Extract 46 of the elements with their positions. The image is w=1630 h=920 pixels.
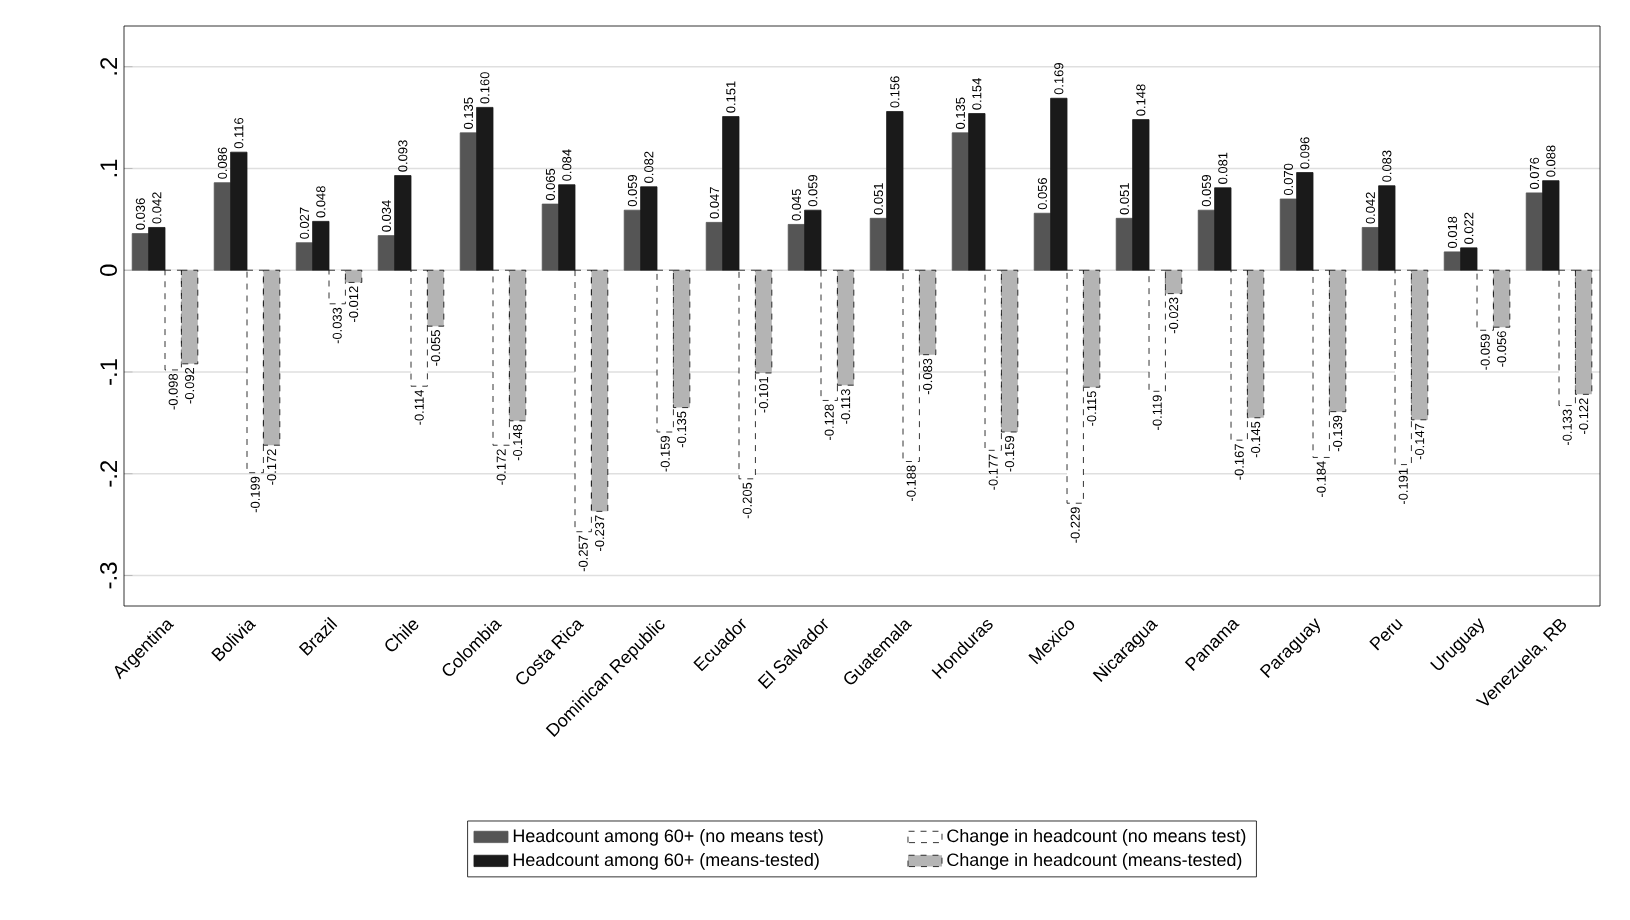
bar (640, 186, 658, 271)
y-tick-label: 0 (100, 264, 117, 276)
bar (951, 132, 970, 271)
y-tick-label: -.3 (100, 562, 117, 589)
bar (230, 151, 248, 271)
bar (1361, 227, 1380, 271)
legend-label: Headcount among 60+ (means-tested) (513, 852, 819, 870)
bar (1197, 209, 1216, 271)
legend-label: Headcount among 60+ (no means test) (513, 828, 823, 846)
bar (1050, 97, 1068, 271)
bar (148, 227, 166, 271)
bar (295, 242, 313, 271)
bar (476, 107, 494, 271)
bar (394, 175, 412, 271)
bar (804, 209, 822, 271)
bar (459, 132, 478, 271)
bar (1296, 172, 1314, 271)
bar (1115, 217, 1134, 271)
bar (722, 116, 740, 271)
bar (312, 220, 330, 271)
bar (1033, 212, 1052, 271)
bar (541, 203, 560, 271)
bar (1279, 198, 1298, 271)
legend-label: Change in headcount (no means test) (947, 828, 1246, 846)
bar (705, 221, 724, 271)
bar (213, 182, 231, 271)
y-tick-label: .2 (100, 57, 117, 75)
bar (1214, 187, 1232, 271)
bar (886, 111, 904, 271)
bar (1132, 119, 1150, 271)
bar (131, 233, 149, 271)
bar (558, 184, 576, 271)
bar (787, 224, 806, 271)
bar (1460, 247, 1478, 271)
legend-label: Change in headcount (means-tested) (947, 852, 1242, 870)
bar (1378, 185, 1396, 271)
bar (869, 217, 888, 271)
bar (1525, 192, 1544, 271)
bar (1542, 180, 1560, 271)
y-tick-label: -.1 (100, 359, 117, 385)
bar (377, 235, 395, 271)
bar (623, 209, 642, 271)
bar (968, 113, 986, 271)
y-tick-label: -.2 (100, 460, 117, 487)
y-tick-label: .1 (100, 159, 117, 177)
bar (1443, 251, 1462, 271)
